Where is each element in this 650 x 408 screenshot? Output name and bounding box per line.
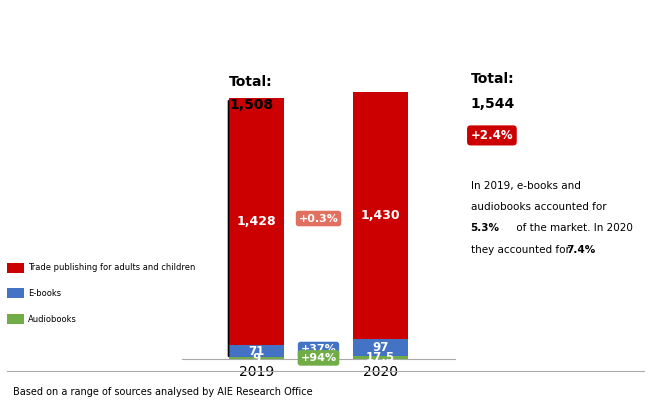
Text: +94%: +94% <box>300 353 337 363</box>
Text: of the market. In 2020: of the market. In 2020 <box>512 223 632 233</box>
Text: Trend in value of trade publishing market, print and digital, over 2019 and 2020: Trend in value of trade publishing marke… <box>24 11 626 24</box>
Bar <box>229 98 285 345</box>
Text: 7.4%: 7.4% <box>566 245 595 255</box>
Text: 1,508: 1,508 <box>229 98 273 112</box>
Text: 5.3%: 5.3% <box>471 223 500 233</box>
Text: Total:: Total: <box>471 72 514 86</box>
Text: +0.3%: +0.3% <box>298 213 339 224</box>
Bar <box>229 345 285 357</box>
Text: audiobooks accounted for: audiobooks accounted for <box>471 202 606 212</box>
Text: 1,428: 1,428 <box>237 215 276 228</box>
Bar <box>7 288 23 299</box>
Text: they accounted for: they accounted for <box>471 245 573 255</box>
Bar <box>352 339 408 356</box>
Bar <box>7 262 23 273</box>
Bar <box>229 357 285 359</box>
Text: Values in millions of euro and in %: Values in millions of euro and in % <box>229 44 421 53</box>
Text: +2.4%: +2.4% <box>471 129 514 142</box>
Text: 1,544: 1,544 <box>471 98 515 111</box>
Bar <box>7 314 23 324</box>
Text: Total:: Total: <box>229 75 273 89</box>
Bar <box>352 92 408 339</box>
Text: In 2019, e-books and: In 2019, e-books and <box>471 180 580 191</box>
Text: 17.5: 17.5 <box>366 351 395 364</box>
Text: E-books: E-books <box>28 289 61 298</box>
Text: 9: 9 <box>252 352 261 365</box>
Text: Audiobooks: Audiobooks <box>28 315 77 324</box>
Bar <box>352 356 408 359</box>
Text: 97: 97 <box>372 341 389 354</box>
Text: 1,430: 1,430 <box>361 209 400 222</box>
Text: +37%: +37% <box>300 344 337 355</box>
Text: Trade publishing for adults and children: Trade publishing for adults and children <box>28 263 196 272</box>
Text: Based on a range of sources analysed by AIE Research Office: Based on a range of sources analysed by … <box>13 387 313 397</box>
Text: 71: 71 <box>248 345 265 358</box>
